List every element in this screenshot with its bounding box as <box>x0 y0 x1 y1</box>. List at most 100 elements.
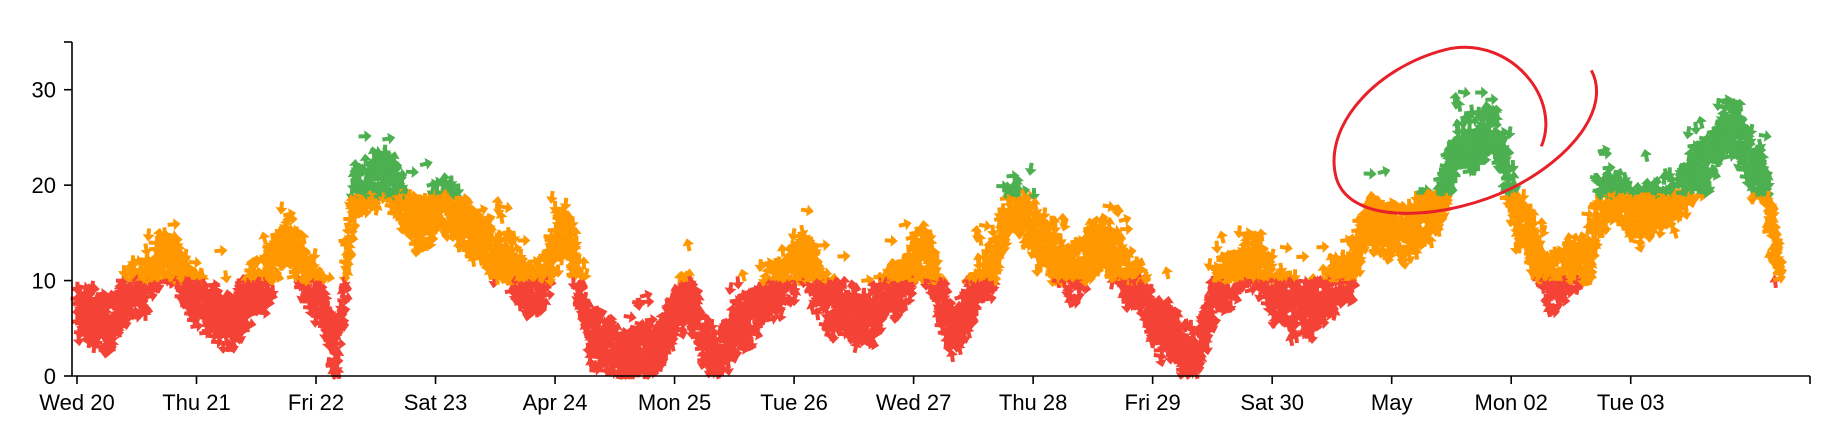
data-point <box>181 293 195 306</box>
data-point <box>984 242 997 256</box>
data-point <box>676 326 688 340</box>
data-point <box>314 281 328 294</box>
data-point <box>690 285 704 298</box>
data-point <box>817 239 831 252</box>
data-point <box>710 357 723 371</box>
data-point <box>970 303 983 317</box>
data-point <box>1028 188 1041 202</box>
data-point <box>337 304 351 317</box>
data-point <box>404 223 417 237</box>
data-point <box>848 289 861 303</box>
data-point <box>152 279 165 293</box>
data-point <box>321 293 333 307</box>
data-point <box>636 337 650 350</box>
data-point <box>736 342 750 355</box>
data-point <box>818 267 833 280</box>
data-point <box>538 279 552 292</box>
data-point <box>403 192 416 206</box>
data-point <box>626 352 640 365</box>
data-point <box>899 297 912 311</box>
data-point <box>915 263 928 277</box>
data-point <box>485 223 498 237</box>
data-point <box>563 220 576 234</box>
data-point <box>864 329 877 343</box>
data-point <box>107 338 120 352</box>
data-point <box>544 273 557 287</box>
data-point <box>236 290 249 304</box>
data-point <box>439 172 451 186</box>
data-point <box>978 219 992 232</box>
data-point <box>493 242 506 256</box>
data-point <box>518 277 532 290</box>
data-point <box>349 159 361 173</box>
data-point <box>727 350 740 364</box>
data-point <box>1102 230 1114 244</box>
data-point <box>681 284 694 298</box>
data-point <box>621 350 634 364</box>
data-point <box>724 281 737 296</box>
data-point <box>659 311 672 325</box>
data-point <box>921 268 934 282</box>
data-point <box>784 259 797 273</box>
data-point <box>590 324 604 337</box>
data-point <box>1117 279 1129 293</box>
data-point <box>241 307 255 320</box>
data-point <box>217 340 230 354</box>
data-point <box>146 285 159 299</box>
data-point <box>931 266 944 280</box>
data-point <box>220 270 232 284</box>
data-point <box>795 230 809 243</box>
data-point <box>547 266 560 280</box>
data-point <box>1001 181 1014 195</box>
data-point <box>917 219 930 233</box>
data-point <box>835 281 848 295</box>
data-point <box>379 163 393 176</box>
data-point <box>344 225 358 238</box>
data-point <box>946 349 959 363</box>
data-point <box>289 244 303 257</box>
data-point <box>453 232 466 246</box>
data-point <box>301 295 315 307</box>
data-point <box>134 262 147 276</box>
data-point <box>950 306 963 320</box>
data-point <box>339 281 353 294</box>
data-point <box>794 232 806 246</box>
data-point <box>903 292 916 306</box>
data-point <box>787 228 800 242</box>
data-point <box>81 300 94 314</box>
data-point <box>1060 252 1073 266</box>
data-point <box>972 267 985 281</box>
data-point <box>884 234 898 247</box>
data-point <box>304 304 317 318</box>
data-point <box>692 293 705 307</box>
data-point <box>227 340 240 354</box>
data-point <box>569 226 582 240</box>
data-point <box>507 253 520 267</box>
data-point <box>786 240 799 254</box>
data-point <box>96 295 109 309</box>
data-point <box>1022 189 1036 202</box>
data-point <box>71 281 84 295</box>
data-point <box>545 190 558 204</box>
data-point <box>359 153 372 167</box>
data-point <box>1042 225 1055 239</box>
data-point <box>763 258 777 271</box>
data-point <box>356 163 369 177</box>
data-point <box>674 317 688 330</box>
data-point <box>517 234 531 247</box>
data-point <box>1087 251 1100 265</box>
data-point <box>1114 264 1127 278</box>
data-point <box>380 166 394 179</box>
data-point <box>113 324 125 338</box>
data-point <box>271 271 285 284</box>
data-point <box>151 267 165 280</box>
data-point <box>458 193 472 206</box>
data-point <box>727 337 740 351</box>
data-point <box>566 216 579 230</box>
data-point <box>265 273 278 287</box>
data-point <box>100 345 114 358</box>
data-point <box>674 291 687 305</box>
data-point <box>171 236 184 251</box>
data-point <box>541 288 555 301</box>
data-point <box>314 308 327 322</box>
